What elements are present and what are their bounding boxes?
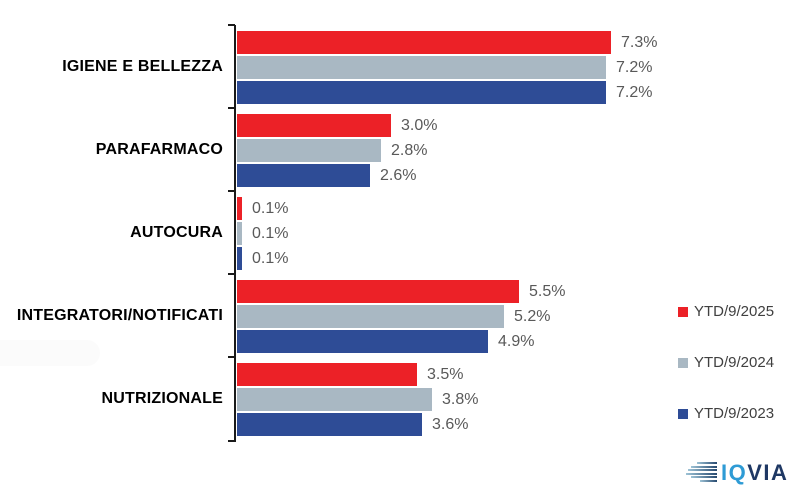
axis-tick <box>228 356 235 358</box>
bar-ytd-9-2025 <box>237 197 242 220</box>
axis-tick <box>228 440 235 442</box>
legend-swatch <box>678 306 688 317</box>
iqvia-stripe <box>686 472 717 475</box>
value-label: 2.8% <box>391 142 428 159</box>
category-label: INTEGRATORI/NOTIFICATI <box>16 306 223 324</box>
bar-ytd-9-2023 <box>237 247 242 270</box>
bar-ytd-9-2024 <box>237 139 381 162</box>
value-label: 3.0% <box>401 117 438 134</box>
legend-swatch <box>678 408 688 419</box>
value-label: 0.1% <box>252 200 289 217</box>
bar-ytd-9-2023 <box>237 81 606 104</box>
bar-ytd-9-2024 <box>237 56 606 79</box>
bar-ytd-9-2023 <box>237 330 488 353</box>
value-label: 3.8% <box>442 391 479 408</box>
iqvia-logo: IQVIA <box>686 460 789 485</box>
value-label: 2.6% <box>380 167 417 184</box>
iqvia-stripes-icon <box>686 462 717 483</box>
bar-ytd-9-2024 <box>237 222 242 245</box>
value-label: 4.9% <box>498 333 535 350</box>
y-axis <box>234 25 236 442</box>
value-label: 3.6% <box>432 416 469 433</box>
value-label: 7.3% <box>621 34 658 51</box>
bar-ytd-9-2024 <box>237 388 432 411</box>
category-label: AUTOCURA <box>130 223 223 241</box>
iqvia-stripe <box>691 465 717 468</box>
legend-label: YTD/9/2024 <box>694 354 775 371</box>
value-label: 7.2% <box>616 84 653 101</box>
iqvia-logo-text: IQVIA <box>721 460 789 485</box>
logo-text-via: VIA <box>747 460 789 485</box>
category-label: PARAFARMACO <box>95 140 223 158</box>
legend-label: YTD/9/2023 <box>694 405 775 422</box>
value-label: 5.5% <box>529 283 566 300</box>
legend-item: YTD/9/2023 <box>678 405 774 422</box>
bar-ytd-9-2024 <box>237 305 504 328</box>
value-label: 0.1% <box>252 225 289 242</box>
bar-ytd-9-2023 <box>237 413 422 436</box>
value-label: 0.1% <box>252 250 289 267</box>
legend-label: YTD/9/2025 <box>694 303 775 320</box>
bar-ytd-9-2025 <box>237 114 391 137</box>
iqvia-stripe <box>700 479 717 482</box>
category-label: IGIENE E BELLEZZA <box>62 57 223 75</box>
bar-ytd-9-2025 <box>237 280 519 303</box>
value-label: 3.5% <box>427 366 464 383</box>
logo-text-iq: IQ <box>721 460 748 485</box>
iqvia-stripe <box>691 476 717 479</box>
legend-item: YTD/9/2024 <box>678 354 774 371</box>
bar-ytd-9-2023 <box>237 164 370 187</box>
iqvia-stripe <box>688 469 717 472</box>
axis-tick <box>228 107 235 109</box>
iqvia-stripe <box>697 462 717 465</box>
category-label: NUTRIZIONALE <box>101 389 223 407</box>
legend-item: YTD/9/2025 <box>678 303 774 320</box>
axis-tick <box>228 273 235 275</box>
axis-tick <box>228 24 235 26</box>
value-label: 5.2% <box>514 308 551 325</box>
value-label: 7.2% <box>616 59 653 76</box>
bar-ytd-9-2025 <box>237 363 417 386</box>
background-smudge <box>0 340 100 366</box>
legend-swatch <box>678 357 688 368</box>
axis-tick <box>228 190 235 192</box>
bar-ytd-9-2025 <box>237 31 611 54</box>
